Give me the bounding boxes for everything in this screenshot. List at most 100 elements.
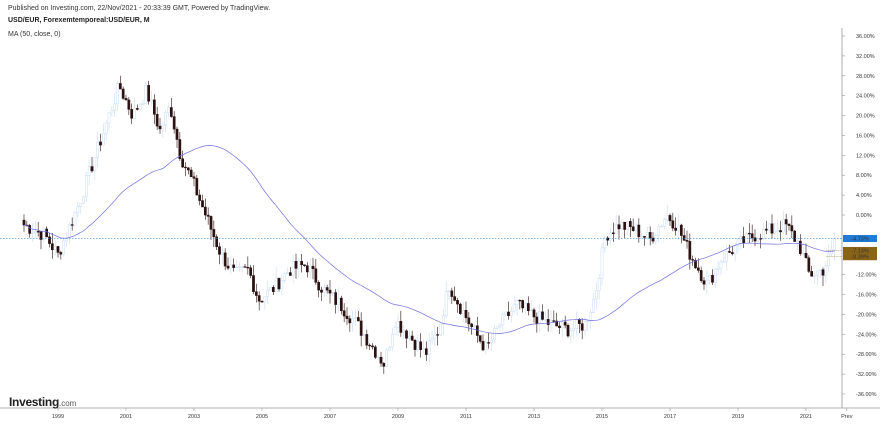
candle-body [416, 341, 420, 350]
candle-body [807, 257, 811, 272]
candle-body [487, 342, 491, 344]
price-label-box [843, 246, 877, 254]
y-tick-label: 8.00% [856, 173, 872, 179]
y-tick-label: 36.00% [856, 34, 875, 40]
candle-body [592, 298, 595, 313]
candle-body [484, 342, 488, 351]
candle-body [203, 206, 207, 216]
y-tick-label: -24.00% [856, 332, 877, 338]
candle-body [28, 225, 32, 234]
candle-body [382, 362, 386, 367]
candle-body [685, 240, 689, 242]
candle-body [280, 280, 284, 290]
investing-logo: Investing.com [9, 395, 76, 409]
candle-body [577, 319, 581, 324]
candle-body [254, 291, 258, 296]
candle-body [498, 324, 502, 328]
candle-body [767, 223, 771, 231]
x-tick-label: 2021 [800, 414, 812, 420]
candle-body [733, 245, 737, 255]
candle-body [424, 348, 428, 355]
candle-body [464, 310, 468, 319]
candle-body [501, 313, 505, 326]
candle-body [631, 226, 635, 231]
candle-body [753, 237, 757, 242]
candle-body [509, 310, 513, 316]
candle-body [784, 219, 788, 225]
candle-body [31, 232, 34, 234]
candle-body [699, 270, 703, 281]
x-tick-label: 2015 [596, 414, 608, 420]
x-tick-label: 2011 [460, 414, 472, 420]
candle-body [339, 297, 343, 312]
candle-body [351, 318, 355, 324]
candle-body [107, 112, 111, 124]
candle-body [365, 334, 369, 346]
candle-body [662, 219, 666, 227]
candle-body [396, 321, 400, 328]
candle-body [334, 292, 338, 305]
candle-body [543, 319, 547, 321]
candle-body [504, 311, 508, 315]
candle-body [444, 291, 448, 317]
candle-body [144, 85, 148, 104]
candle-body [229, 264, 233, 269]
candle-body [39, 231, 43, 240]
candle-body [297, 261, 301, 269]
candle-body [410, 335, 414, 341]
candle-body [716, 267, 720, 270]
candle-body [226, 265, 230, 269]
y-tick-label: 0.00% [856, 213, 872, 219]
candle-body [215, 236, 219, 247]
candle-body [430, 338, 434, 341]
candle-body [764, 228, 768, 231]
candle-body [665, 215, 669, 221]
candle-body [705, 279, 709, 285]
candle-body [195, 178, 199, 196]
candle-body [161, 124, 165, 130]
candle-body [99, 141, 102, 146]
candle-body [62, 240, 66, 255]
candle-body [337, 297, 340, 305]
candle-body [178, 139, 182, 159]
candle-body [679, 224, 683, 236]
price-label-box [843, 253, 877, 261]
candle-body [750, 233, 754, 239]
candle-body [677, 224, 680, 231]
candle-body [413, 339, 417, 350]
candle-body [371, 345, 374, 348]
candle-body [671, 220, 675, 229]
candle-body [560, 321, 564, 328]
y-tick-label: 32.00% [856, 54, 875, 60]
candle-body [73, 212, 77, 226]
candle-body [22, 219, 26, 226]
candle-body [325, 287, 329, 291]
price-label-box [843, 235, 877, 243]
candle-body [116, 83, 119, 105]
candle-body [770, 223, 774, 234]
x-tick-label: 2009 [392, 414, 404, 420]
candle-body [67, 224, 71, 239]
candle-body [328, 289, 332, 294]
candle-body [127, 99, 131, 110]
candle-body [155, 114, 159, 127]
logo-name: Investing [9, 395, 59, 409]
candle-body [181, 158, 185, 168]
candle-body [50, 243, 54, 250]
x-tick-label: 2005 [256, 414, 268, 420]
candle-body [526, 303, 530, 312]
candle-body [42, 228, 46, 240]
candle-body [441, 315, 445, 325]
candle-body [36, 231, 40, 233]
candle-body [495, 326, 499, 329]
price-label-text: -7.13% [851, 248, 869, 254]
candle-body [96, 141, 100, 159]
y-tick-label: -36.00% [856, 392, 877, 398]
x-tick-label: 2001 [120, 414, 132, 420]
candle-body [249, 267, 253, 276]
candle-body [286, 272, 289, 274]
candle-body [730, 252, 734, 255]
candle-body [53, 246, 57, 250]
candle-body [87, 166, 91, 176]
